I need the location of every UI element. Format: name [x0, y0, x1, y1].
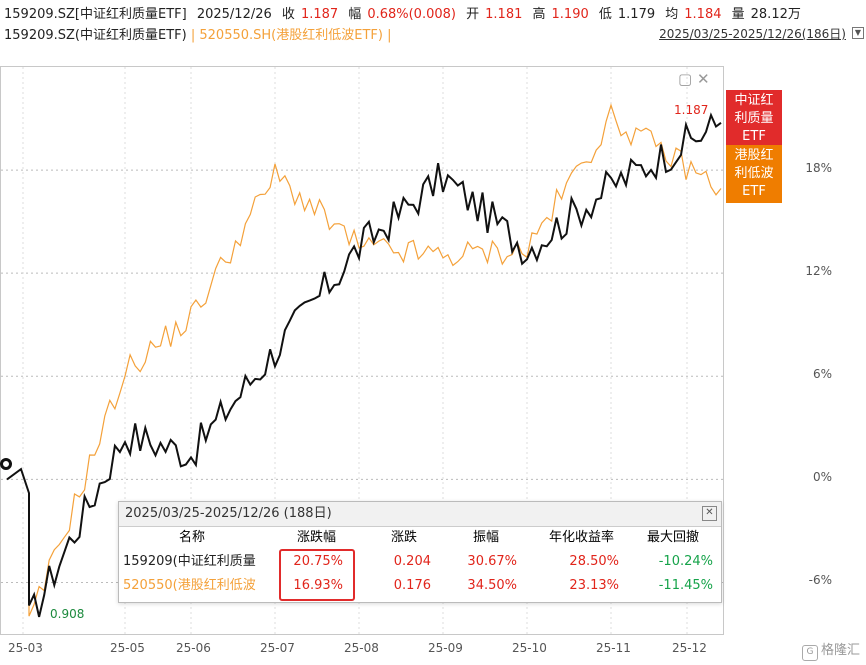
col-annual: 年化收益率: [549, 530, 615, 545]
row-amp: 34.50%: [467, 578, 517, 593]
col-chg: 涨跌: [391, 530, 418, 545]
row-dd: -10.24%: [658, 554, 713, 569]
table-row[interactable]: 520550(港股红利低波 16.93% 0.176 34.50% 23.13%…: [119, 574, 721, 598]
y-tick-label: 0%: [812, 470, 832, 485]
x-axis: 25-03 25-05 25-06 25-07 25-08 25-09 25-10 25-11…: [0, 635, 866, 665]
maximize-icon[interactable]: ▢: [678, 70, 693, 88]
row-dd: -11.45%: [658, 578, 713, 593]
low-label: 低: [598, 7, 612, 22]
y-tick-label: 6%: [812, 367, 832, 382]
row-chg: 0.176: [393, 578, 431, 593]
col-amp: 振幅: [473, 530, 500, 545]
legend-series1[interactable]: 159209.SZ(中证红利质量ETF): [4, 28, 187, 43]
logo-icon: G: [801, 645, 818, 661]
x-tick-label: 25-03: [8, 641, 43, 655]
row-chg: 0.204: [393, 554, 431, 569]
quote-header: 159209.SZ[中证红利质量ETF] 2025/12/26 收 1.187 幅…: [4, 3, 864, 23]
right-y-axis: 18% 12% 6% 0% -6%: [724, 66, 866, 635]
row-name: 159209(中证红利质量: [123, 554, 256, 569]
popup-title: 2025/03/25-2025/12/26 (188日): [119, 502, 721, 527]
avg-label: 均: [665, 7, 679, 22]
row-annual: 28.50%: [569, 554, 619, 569]
x-tick-label: 25-05: [110, 641, 145, 655]
col-name: 名称: [179, 530, 206, 545]
x-tick-label: 25-10: [512, 641, 547, 655]
x-tick-label: 25-06: [176, 641, 211, 655]
security-code: 159209.SZ[中证红利质量ETF]: [4, 7, 187, 22]
compare-legend: 159209.SZ(中证红利质量ETF) | 520550.SH(港股红利低波E…: [4, 24, 864, 44]
open-value: 1.181: [485, 7, 523, 22]
close-value: 1.187: [300, 7, 339, 22]
x-tick-label: 25-07: [260, 641, 295, 655]
x-tick-label: 25-09: [428, 641, 463, 655]
window-buttons: ▢ ✕: [678, 70, 710, 88]
flag-series2: 港股红利低波ETF: [726, 145, 782, 203]
low-value: 1.179: [617, 7, 656, 22]
highlight-box: [279, 549, 355, 601]
legend-series2[interactable]: 520550.SH(港股红利低波ETF): [199, 28, 383, 43]
chevron-down-icon[interactable]: ▼: [852, 27, 864, 39]
quote-date: 2025/12/26: [196, 7, 272, 22]
change-value: 0.68%(0.008): [367, 7, 456, 22]
date-range-selector[interactable]: 2025/03/25-2025/12/26(186日): [659, 27, 846, 41]
table-header-row: 名称 涨跌幅 涨跌 振幅 年化收益率 最大回撤: [119, 526, 721, 550]
watermark-text: 格隆汇: [820, 643, 860, 658]
col-dd: 最大回撤: [647, 530, 700, 545]
close-icon[interactable]: ✕: [702, 506, 717, 521]
legend-separator: |: [190, 28, 196, 43]
series-159209-line: [6, 112, 722, 618]
start-marker-icon: [0, 458, 12, 470]
flag-series1: 中证红利质量ETF: [726, 90, 782, 148]
open-label: 开: [466, 7, 480, 22]
legend-separator-2: |: [387, 28, 392, 43]
vol-value: 28.12万: [750, 7, 801, 22]
high-value: 1.190: [551, 7, 589, 22]
row-pct: 20.75%: [293, 554, 343, 569]
high-label: 高: [532, 7, 546, 22]
table-row[interactable]: 159209(中证红利质量 20.75% 0.204 30.67% 28.50%…: [119, 550, 721, 574]
close-label: 收: [281, 7, 295, 22]
row-pct: 16.93%: [293, 578, 343, 593]
x-tick-label: 25-08: [344, 641, 379, 655]
row-amp: 30.67%: [467, 554, 517, 569]
x-tick-label: 25-12: [672, 641, 707, 655]
end-value-label: 1.187: [674, 103, 709, 117]
close-icon[interactable]: ✕: [696, 70, 710, 88]
x-tick-label: 25-11: [596, 641, 631, 655]
col-pct: 涨跌幅: [297, 530, 337, 545]
y-tick-label: 18%: [805, 161, 832, 176]
row-annual: 23.13%: [569, 578, 619, 593]
y-tick-label: 12%: [805, 264, 832, 279]
series-520550-line: [6, 103, 722, 617]
vol-label: 量: [731, 7, 745, 22]
min-value-label: 0.908: [50, 607, 85, 621]
y-tick-label: -6%: [808, 573, 832, 588]
watermark: G 格隆汇: [801, 639, 860, 661]
change-label: 幅: [348, 7, 362, 22]
row-name: 520550(港股红利低波: [123, 578, 256, 593]
avg-value: 1.184: [684, 7, 722, 22]
stats-popup: 2025/03/25-2025/12/26 (188日) ✕ 名称 涨跌幅 涨跌…: [118, 501, 722, 603]
